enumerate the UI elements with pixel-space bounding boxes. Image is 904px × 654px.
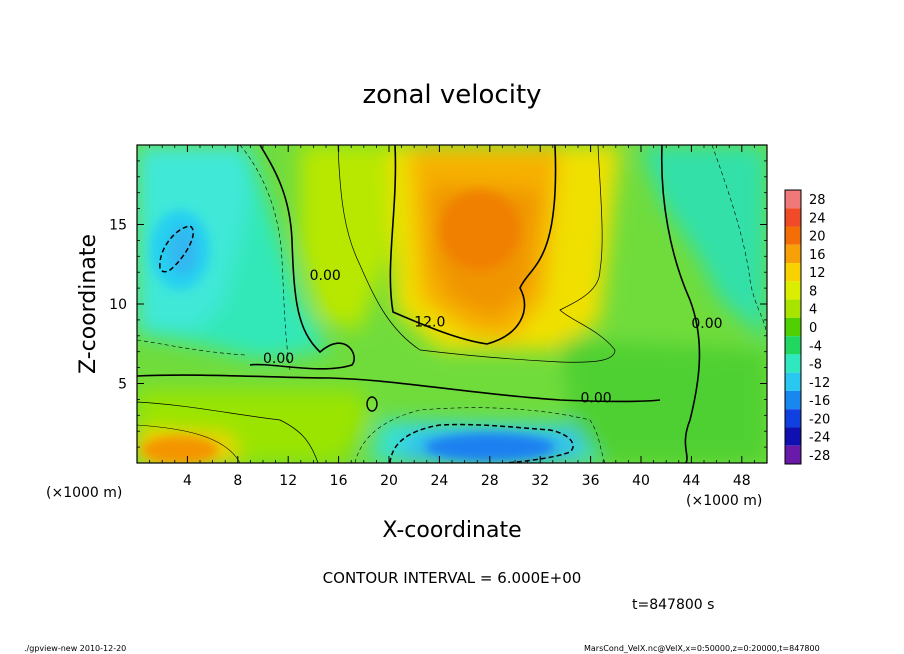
y-axis: 5 10 15 <box>109 160 767 448</box>
x-tick-label: 44 <box>682 473 700 489</box>
x-tick-label: 48 <box>733 473 751 489</box>
colorbar-tick-label: 16 <box>809 248 826 263</box>
colorbar-tick-label: -8 <box>809 358 822 373</box>
heatmap-field <box>137 145 767 463</box>
colorbar-tick-label: -24 <box>809 431 830 446</box>
colorbar-cell <box>785 427 801 446</box>
footer-right: MarsCond_VelX.nc@VelX,x=0:50000,z=0:2000… <box>584 644 820 653</box>
colorbar-tick-label: -20 <box>809 412 830 427</box>
colorbar-tick-label: 20 <box>809 230 826 245</box>
colorbar-cell <box>785 208 801 227</box>
colorbar-cell <box>785 336 801 355</box>
colorbar-tick-label: 12 <box>809 266 826 281</box>
colorbar-tick-label: 0 <box>809 321 817 336</box>
colorbar-cell <box>785 226 801 245</box>
x-tick-label: 8 <box>233 473 242 489</box>
contour-label: 0.00 <box>581 391 612 407</box>
colorbar-tick-label: -4 <box>809 339 822 354</box>
x-tick-label: 40 <box>632 473 650 489</box>
contour-lines <box>137 145 767 463</box>
colorbar-cell <box>785 244 801 264</box>
colorbar-cell <box>785 390 801 410</box>
footer-left: ./gpview-new 2010-12-20 <box>24 644 126 653</box>
contour-label: 0.00 <box>263 351 294 367</box>
x-tick-label: 20 <box>380 473 398 489</box>
x-tick-label: 12 <box>279 473 297 489</box>
time-label: t=847800 s <box>632 597 714 613</box>
x-axis-label: X-coordinate <box>382 518 521 543</box>
colorbar-cell <box>785 317 801 337</box>
colorbar-cell <box>785 409 801 428</box>
y-axis-label: Z-coordinate <box>76 234 101 374</box>
colorbar-cell <box>785 281 801 300</box>
x-tick-label: 4 <box>183 473 192 489</box>
colorbar-cell <box>785 190 801 209</box>
x-tick-label: 24 <box>430 473 448 489</box>
colorbar-tick-label: -12 <box>809 376 830 391</box>
y-unit-note: (×1000 m) <box>46 485 122 501</box>
contour-labels: 0.00 12.0 0.00 0.00 0.00 <box>263 268 723 406</box>
y-tick-label: 5 <box>118 377 127 393</box>
contour-interval-label: CONTOUR INTERVAL = 6.000E+00 <box>323 569 582 587</box>
colorbar-cell <box>785 445 801 464</box>
colorbar: 28 24 20 16 12 8 4 0 -4 -8 -12 -16 -20 -24 -28 <box>784 189 830 465</box>
x-tick-label: 28 <box>481 473 499 489</box>
chart-title: zonal velocity <box>362 80 541 110</box>
contour-label: 12.0 <box>414 314 445 330</box>
contour-label: 0.00 <box>691 316 722 332</box>
x-axis: 4 8 12 16 20 24 28 32 36 40 44 48 <box>149 145 755 489</box>
colorbar-tick-label: 4 <box>809 303 817 318</box>
y-tick-label: 15 <box>109 218 127 234</box>
colorbar-tick-label: -28 <box>809 449 830 464</box>
colorbar-cell <box>785 299 801 318</box>
y-tick-label: 10 <box>109 297 127 313</box>
colorbar-cell <box>785 372 801 391</box>
colorbar-cell <box>785 263 801 282</box>
colorbar-tick-label: 24 <box>809 211 826 226</box>
colorbar-tick-label: 28 <box>809 193 826 208</box>
x-unit-note: (×1000 m) <box>686 493 762 509</box>
x-tick-label: 36 <box>582 473 600 489</box>
colorbar-frame <box>784 189 802 465</box>
colorbar-tick-label: 8 <box>809 284 817 299</box>
x-tick-label: 32 <box>531 473 549 489</box>
colorbar-cell <box>785 354 801 373</box>
contour-label: 0.00 <box>310 268 341 284</box>
x-tick-label: 16 <box>330 473 348 489</box>
colorbar-tick-label: -16 <box>809 394 830 409</box>
